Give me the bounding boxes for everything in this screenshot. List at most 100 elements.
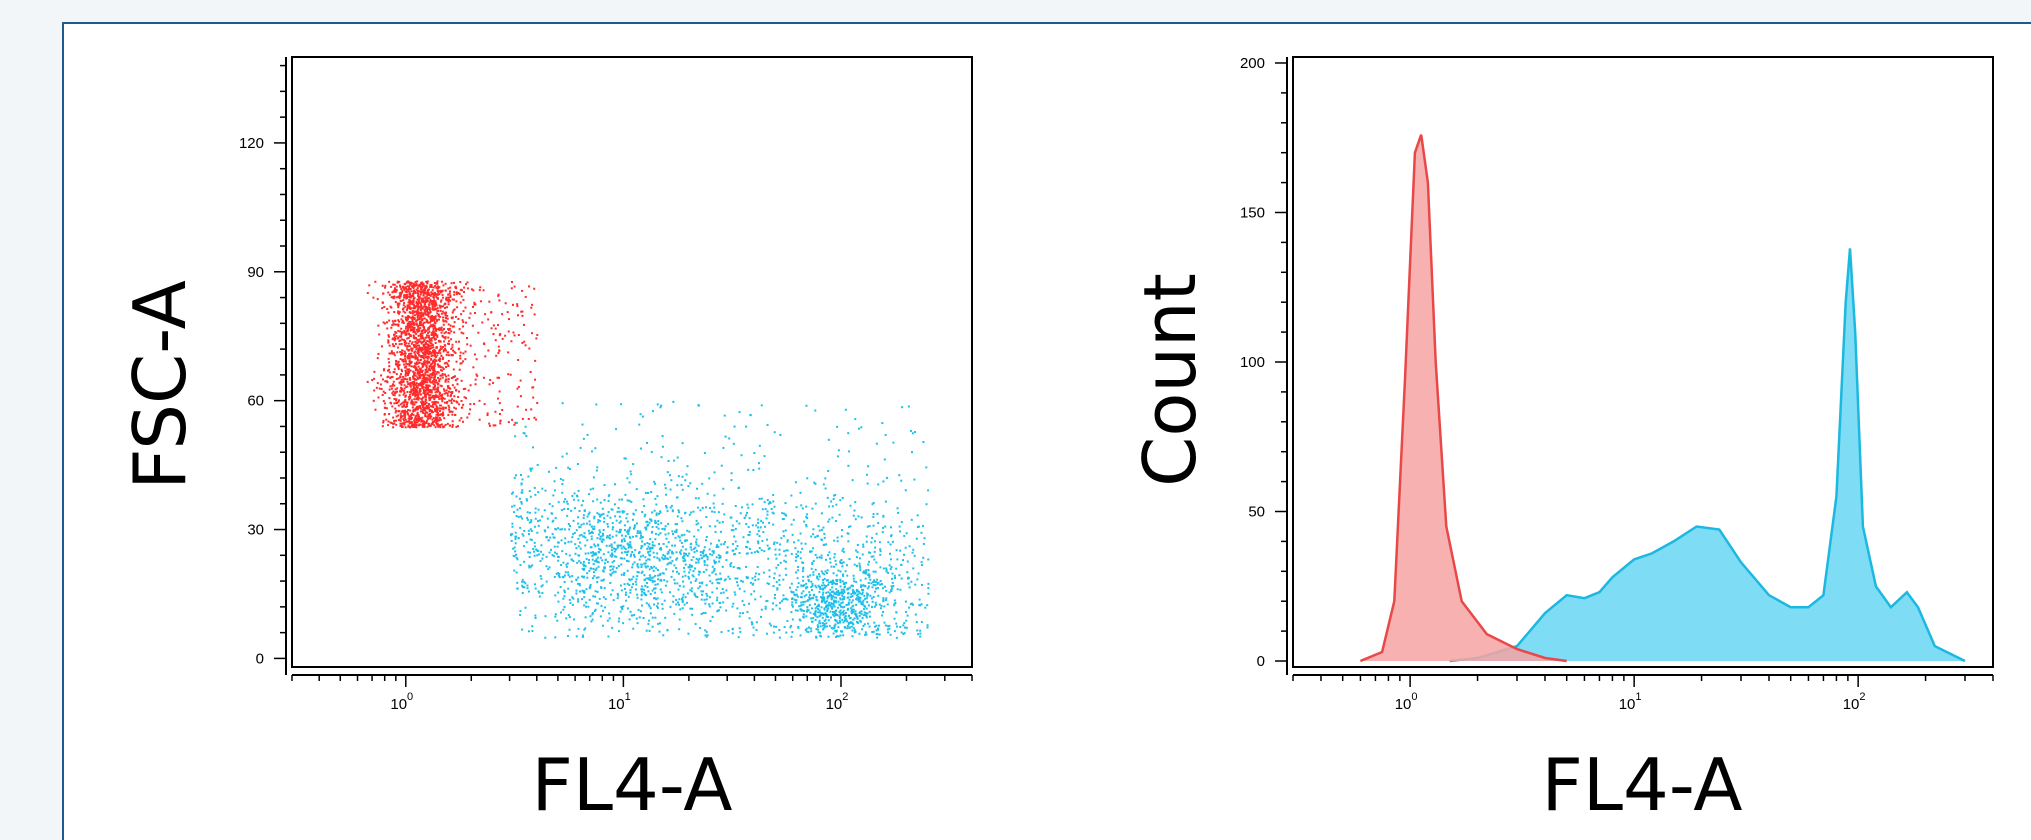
- scatter-point: [738, 587, 741, 590]
- scatter-point: [711, 550, 714, 553]
- scatter-point: [579, 526, 582, 529]
- scatter-point: [882, 567, 885, 570]
- scatter-point: [834, 614, 837, 617]
- scatter-point: [651, 580, 654, 583]
- scatter-point: [413, 346, 416, 349]
- scatter-point: [671, 550, 674, 553]
- scatter-point: [739, 630, 742, 633]
- scatter-point: [742, 536, 745, 539]
- scatter-point: [838, 617, 841, 620]
- scatter-point: [730, 562, 733, 565]
- scatter-point: [447, 293, 450, 296]
- scatter-point: [438, 340, 441, 343]
- scatter-point: [406, 368, 409, 371]
- scatter-point: [662, 542, 665, 545]
- scatter-point: [527, 529, 530, 532]
- scatter-point: [435, 413, 438, 416]
- scatter-point: [597, 561, 600, 564]
- scatter-point: [405, 297, 408, 300]
- scatter-point: [555, 528, 558, 531]
- scatter-point: [646, 441, 649, 444]
- scatter-point: [867, 560, 870, 563]
- scatter-point: [822, 588, 825, 591]
- scatter-point: [678, 584, 681, 587]
- scatter-point: [875, 629, 878, 632]
- scatter-point: [586, 572, 589, 575]
- scatter-point: [899, 549, 902, 552]
- scatter-point: [416, 344, 419, 347]
- scatter-point: [395, 296, 398, 299]
- scatter-point: [439, 347, 442, 350]
- scatter-point: [726, 596, 729, 599]
- scatter-point: [683, 570, 686, 573]
- scatter-point: [432, 380, 435, 383]
- scatter-point: [422, 365, 425, 368]
- scatter-point: [435, 372, 438, 375]
- scatter-point: [719, 578, 722, 581]
- scatter-point: [526, 584, 529, 587]
- scatter-point: [767, 557, 770, 560]
- scatter-point: [498, 376, 501, 379]
- scatter-point: [534, 517, 537, 520]
- scatter-point: [633, 524, 636, 527]
- scatter-point: [521, 580, 524, 583]
- scatter-point: [587, 605, 590, 608]
- scatter-point: [445, 406, 448, 409]
- scatter-point: [561, 550, 564, 553]
- scatter-point: [656, 597, 659, 600]
- scatter-point: [920, 561, 923, 564]
- scatter-point: [403, 302, 406, 305]
- scatter-point: [838, 592, 841, 595]
- scatter-point: [442, 316, 445, 319]
- scatter-point: [442, 388, 445, 391]
- scatter-point: [441, 376, 444, 379]
- scatter-point: [417, 334, 420, 337]
- scatter-point: [818, 529, 821, 532]
- scatter-point: [705, 536, 708, 539]
- scatter-point: [439, 413, 442, 416]
- scatter-point: [653, 480, 656, 483]
- scatter-point: [428, 423, 431, 426]
- scatter-point: [399, 417, 402, 420]
- scatter-point: [900, 479, 903, 482]
- scatter-point: [434, 384, 437, 387]
- scatter-point: [516, 387, 519, 390]
- scatter-point: [557, 527, 560, 530]
- scatter-point: [623, 537, 626, 540]
- scatter-point: [591, 554, 594, 557]
- scatter-point: [825, 600, 828, 603]
- scatter-point: [795, 506, 798, 509]
- scatter-point: [630, 500, 633, 503]
- scatter-point: [603, 517, 606, 520]
- scatter-point: [387, 420, 390, 423]
- scatter-point: [681, 545, 684, 548]
- scatter-point: [671, 510, 674, 513]
- scatter-point: [615, 555, 618, 558]
- scatter-point: [450, 353, 453, 356]
- scatter-point: [417, 373, 420, 376]
- scatter-point: [813, 481, 816, 484]
- scatter-point: [866, 587, 869, 590]
- scatter-point: [430, 342, 433, 345]
- scatter-point: [424, 296, 427, 299]
- scatter-point: [861, 616, 864, 619]
- scatter-point: [879, 548, 882, 551]
- scatter-point: [701, 482, 704, 485]
- scatter-point: [814, 584, 817, 587]
- scatter-point: [570, 509, 573, 512]
- scatter-point: [413, 314, 416, 317]
- scatter-point: [420, 393, 423, 396]
- scatter-point: [669, 556, 672, 559]
- scatter-point: [415, 368, 418, 371]
- scatter-point: [410, 412, 413, 415]
- scatter-point: [406, 410, 409, 413]
- scatter-point: [555, 552, 558, 555]
- scatter-point: [922, 441, 925, 444]
- scatter-point: [802, 579, 805, 582]
- scatter-point: [664, 533, 667, 536]
- scatter-point: [527, 551, 530, 554]
- scatter-point: [406, 325, 409, 328]
- scatter-point: [647, 590, 650, 593]
- scatter-point: [714, 531, 717, 534]
- scatter-point: [413, 337, 416, 340]
